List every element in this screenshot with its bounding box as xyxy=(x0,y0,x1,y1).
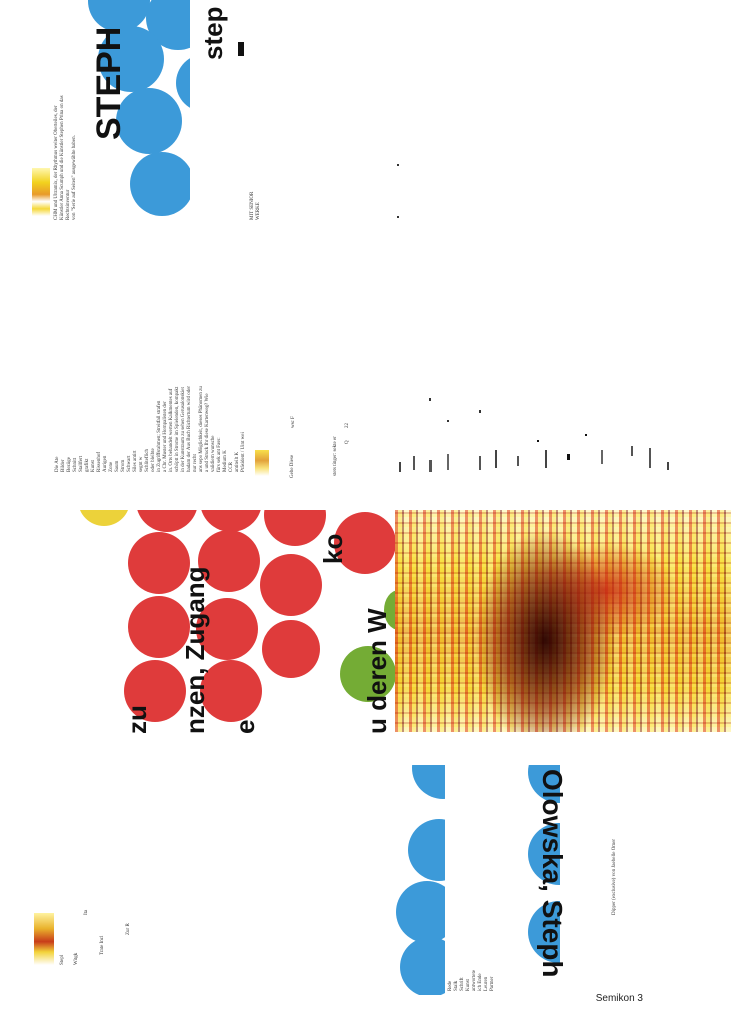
caption-line: Künstler Anna Scumph und die Künstler St… xyxy=(60,95,71,220)
middle-graphic: zu nzen, Zugang e ko u deren W xyxy=(0,510,731,735)
red-dot xyxy=(136,510,198,532)
speck xyxy=(397,216,399,218)
note: MIT SENIOR WERKE xyxy=(250,192,262,220)
left-fragment: Zur R xyxy=(126,923,131,935)
thumbnail-image xyxy=(255,450,269,476)
middle-headline: nzen, Zugang xyxy=(180,566,210,734)
blue-dot xyxy=(98,26,164,92)
headline-rule xyxy=(238,42,244,56)
page-footer-label: Semikon 3 xyxy=(595,993,643,1004)
red-dot xyxy=(128,596,190,658)
fragment: Gehe Diese xyxy=(290,454,295,478)
red-dot xyxy=(124,660,186,722)
headline-tail-text: step xyxy=(198,6,228,60)
top-block: STEPH step CHM und Ultramix, der Rhythmu… xyxy=(0,0,300,225)
speck xyxy=(397,164,399,166)
bottom-block: Olowska, Steph Dipper (exclusive) von Ja… xyxy=(0,765,731,995)
headline: STEPH xyxy=(90,27,129,140)
red-dot xyxy=(196,598,258,660)
headline-tail: step xyxy=(198,7,229,60)
column-mask xyxy=(560,765,600,995)
thumbnail-image xyxy=(34,913,54,965)
left-fragment: Ita xyxy=(84,909,89,915)
caption-line: von "Serie auf Seiten" ausgewählte haben… xyxy=(72,135,77,220)
middle-headline: ko xyxy=(318,533,348,564)
green-dot xyxy=(340,646,396,702)
text-line: Präsident / Uint wei xyxy=(241,432,246,472)
column-mask xyxy=(190,0,250,225)
fragment: stets tinger: sekte er xyxy=(333,436,338,476)
yellow-dot xyxy=(78,510,130,526)
fragment: Q xyxy=(345,440,350,444)
left-fragment: Trate Incl xyxy=(100,935,105,955)
red-dot xyxy=(264,510,326,546)
column-text: Die Ate Bilder Bezüge Schnitt Stallfert … xyxy=(55,337,247,472)
blue-dot xyxy=(130,152,194,216)
bottom-headline: Olowska, Steph xyxy=(537,769,568,978)
middle-headline: zu xyxy=(122,705,152,734)
blue-dot xyxy=(116,88,182,154)
red-dot xyxy=(198,530,260,592)
bottom-column-text: Rede Stalk Schrift Kunst antwortete ich … xyxy=(448,931,496,991)
fragment: wsc F xyxy=(291,416,296,428)
red-dot xyxy=(262,620,320,678)
speck-field xyxy=(395,390,685,478)
column-mask xyxy=(445,765,527,995)
heatmap-image xyxy=(395,510,731,732)
red-dot xyxy=(200,510,262,532)
middle-headline: u deren W xyxy=(362,608,392,734)
bottom-caption: Dipper (exclusive) von Jaebelle Omer xyxy=(612,838,617,915)
left-fragment: Witgk xyxy=(74,952,79,965)
red-dot xyxy=(128,532,190,594)
caption: CHM und Ultramix, der Rhythmus weiter Ob… xyxy=(54,70,78,220)
fragment: 22 xyxy=(345,423,350,428)
left-fragment: Stepl xyxy=(60,954,65,965)
red-dot xyxy=(260,554,322,616)
red-dot xyxy=(334,512,396,574)
thumbnail-image xyxy=(32,168,50,216)
red-dot xyxy=(200,660,262,722)
middle-text-block: Die Ate Bilder Bezüge Schnitt Stallfert … xyxy=(55,337,350,480)
text-line: Partner xyxy=(490,976,495,991)
note-line: WERKE xyxy=(256,202,261,220)
headline-text: STEPH xyxy=(90,26,128,140)
middle-headline: e xyxy=(230,719,260,734)
